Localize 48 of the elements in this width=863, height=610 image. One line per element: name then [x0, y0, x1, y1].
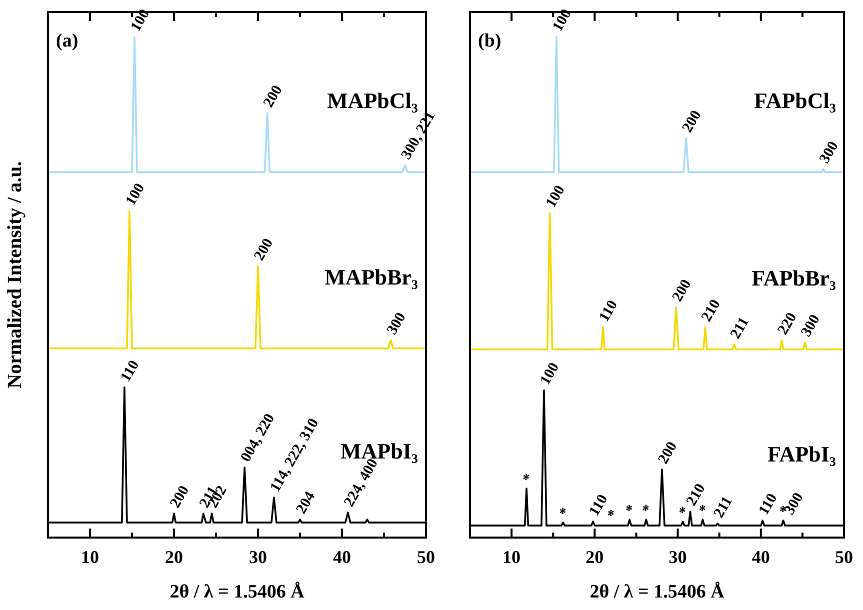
chart-title: (b): [478, 30, 502, 52]
x-tick-label: 40: [333, 547, 351, 568]
annotation: *: [520, 471, 538, 486]
annotation: 200: [167, 483, 193, 511]
x-tick-label: 30: [668, 547, 687, 568]
text: FAPbI₃: [767, 442, 836, 467]
annotation: 300: [798, 312, 824, 340]
annotation: *: [604, 507, 622, 522]
annotation: 300: [816, 138, 842, 166]
annotation: *: [623, 502, 641, 517]
annotation: 211: [711, 494, 736, 521]
annotation: 110: [596, 298, 622, 325]
text: MAPbCl₃: [327, 88, 418, 114]
annotation: *: [640, 502, 658, 517]
x-tick-label: 10: [81, 547, 99, 568]
annotation: 210: [698, 297, 724, 325]
annotation: 220: [775, 310, 800, 338]
text: FAPbBr₃: [752, 265, 836, 290]
annotation: 100: [122, 180, 148, 208]
annotation: *: [676, 504, 694, 519]
annotation: 100: [537, 360, 563, 388]
annotation: 110: [118, 358, 143, 385]
x-tick-label: 50: [417, 547, 435, 568]
annotation: 200: [260, 82, 286, 110]
annotation: 204: [293, 488, 319, 517]
annotation: 100: [543, 182, 568, 210]
annotation: 211: [728, 314, 752, 342]
annotation: *: [556, 505, 574, 520]
x-tick-label: 30: [249, 547, 267, 568]
y-axis-title: Normalized Intensity / a.u.: [4, 161, 26, 388]
annotation: 200: [680, 108, 705, 136]
x-tick-label: 20: [586, 547, 604, 568]
x-tick-label: 10: [502, 547, 521, 568]
annotation: 200: [251, 236, 277, 264]
annotation: 110: [756, 490, 781, 518]
text: FAPbCl₃: [754, 88, 836, 114]
x-tick-label: 40: [752, 547, 770, 568]
annotation: 004, 220: [238, 411, 278, 465]
x-tick-label: 20: [165, 547, 183, 568]
text: MAPbBr₃: [324, 264, 418, 290]
x-axis-title: 2θ / λ = 1.5406 Å: [590, 582, 725, 603]
annotation: *: [696, 502, 714, 517]
annotation: 200: [670, 277, 695, 305]
annotation: 300: [384, 310, 410, 338]
x-tick-label: 50: [835, 547, 853, 568]
x-axis-title: 2θ / λ = 1.5406 Å: [170, 582, 305, 603]
annotation: 200: [655, 439, 681, 467]
chart-title: (a): [56, 30, 78, 52]
